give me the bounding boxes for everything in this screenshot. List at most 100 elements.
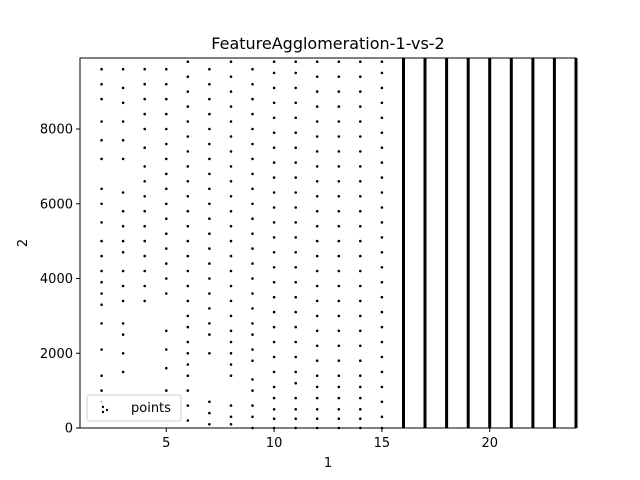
data-point [272,131,276,134]
data-point [229,224,233,228]
data-point [337,359,341,363]
data-point [380,86,384,90]
data-point [165,217,168,220]
data-point [229,363,233,366]
data-point [251,389,254,392]
data-point [359,150,362,153]
data-point [251,172,254,176]
data-point [121,370,125,374]
data-point [251,142,254,146]
data-point [208,127,211,131]
data-point [337,374,341,378]
data-point [380,161,384,164]
data-point [186,165,190,168]
data-point [165,142,168,146]
data-point [337,150,341,153]
data-point [251,262,254,265]
data-point [251,217,254,220]
data-point [208,217,211,220]
data-point [143,180,146,183]
data-point [359,408,362,411]
data-point [100,303,103,307]
data-point [208,400,211,404]
data-point [294,340,298,344]
data-point [251,112,254,116]
data-point [186,284,190,288]
data-point [229,423,233,426]
data-point [165,292,168,295]
data-point [359,135,362,138]
data-point [165,232,168,235]
data-point [294,116,298,120]
data-point [229,195,233,198]
data-point [186,239,190,243]
data-point [100,120,103,123]
data-point [229,239,233,243]
data-point [294,86,298,90]
x-tick-label: 5 [162,436,170,451]
data-point [208,232,211,235]
data-point [186,60,190,63]
data-point [337,90,341,93]
data-point [272,146,276,149]
data-point [208,352,211,355]
x-axis-label: 1 [324,456,332,471]
data-point [251,307,254,310]
data-point [315,374,319,378]
data-point [380,370,384,374]
x-tick-label: 15 [374,436,391,451]
data-point [337,120,341,123]
data-point [208,97,211,101]
data-point [272,385,276,389]
data-point [229,150,233,153]
data-point [186,135,190,138]
data-point [186,75,190,78]
data-point [186,314,190,318]
data-point [359,90,362,93]
data-point [100,374,103,378]
data-point [315,284,319,288]
data-point [143,224,146,228]
data-point [359,299,362,303]
chart-title: FeatureAgglomeration-1-vs-2 [211,34,444,53]
data-point [229,314,233,318]
data-point [208,322,211,325]
data-point [294,295,298,299]
data-point [294,146,298,149]
data-point [251,127,254,131]
data-point [380,60,384,63]
data-point [143,165,146,168]
data-point [143,284,146,288]
y-tick-label: 4000 [40,272,73,287]
data-point [294,408,298,411]
data-point [294,71,298,75]
data-point [251,292,254,295]
data-point [229,75,233,78]
data-point [229,165,233,168]
data-point [121,269,125,273]
data-point [165,389,168,392]
data-point [359,180,362,183]
data-point [121,67,125,71]
data-point [100,322,103,325]
data-point [100,348,103,351]
data-point [315,90,319,93]
data-point [272,191,276,194]
y-tick-label: 6000 [40,197,73,212]
data-point [315,120,319,123]
data-point [337,254,341,258]
data-point [272,60,276,63]
data-point [294,191,298,194]
data-point [315,135,319,138]
data-point [359,314,362,318]
data-point [337,284,341,288]
data-point [229,374,233,378]
data-point [359,75,362,78]
data-point [294,131,298,134]
y-tick-label: 2000 [40,347,73,362]
data-point [294,251,298,254]
data-point [251,202,254,206]
data-point [315,396,319,400]
data-point [121,120,125,123]
data-point [186,404,190,407]
